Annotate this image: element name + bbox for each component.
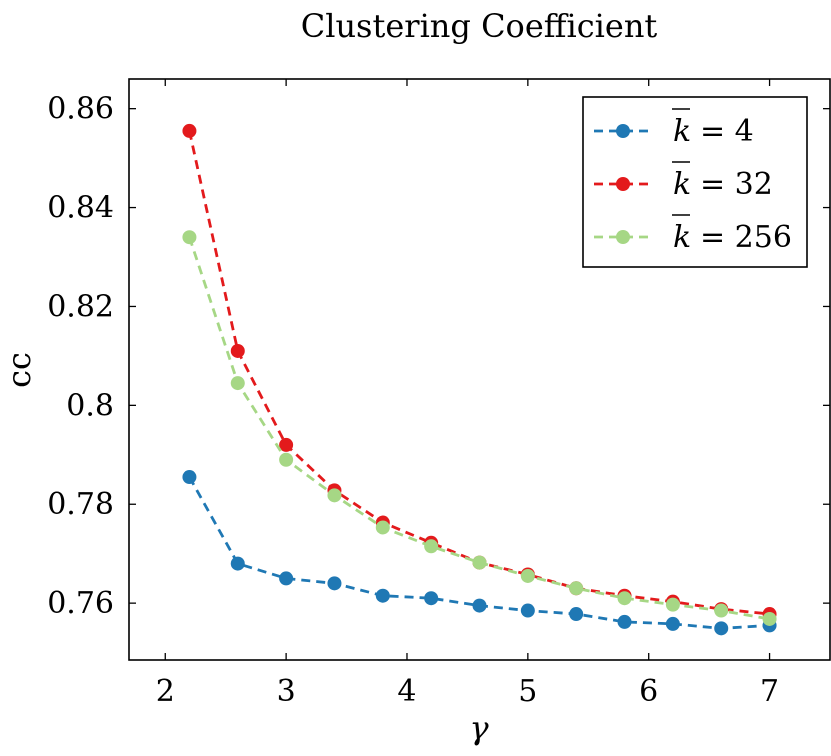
- data-point: [714, 603, 729, 618]
- data-point: [472, 598, 487, 613]
- data-point: [665, 597, 680, 612]
- data-point: [617, 591, 632, 606]
- data-point: [182, 230, 197, 245]
- y-tick-label: 0.78: [47, 487, 114, 522]
- legend-marker: [616, 177, 630, 191]
- legend-marker: [616, 230, 630, 244]
- data-point: [230, 556, 245, 571]
- legend-entry: k = 32: [594, 161, 773, 202]
- x-tick-label: 5: [518, 674, 537, 709]
- data-point: [327, 488, 342, 503]
- y-tick-label: 0.76: [47, 586, 114, 621]
- data-point: [520, 603, 535, 618]
- data-point: [569, 581, 584, 596]
- data-point: [230, 376, 245, 391]
- data-point: [424, 539, 439, 554]
- x-tick-label: 2: [156, 674, 175, 709]
- data-point: [569, 607, 584, 622]
- legend-entry: k = 4: [594, 108, 754, 149]
- data-point: [472, 555, 487, 570]
- data-point: [375, 520, 390, 535]
- legend-symbol: k: [673, 114, 691, 149]
- x-axis-label: γ: [469, 709, 489, 747]
- legend: k = 4 k = 32 k = 256: [582, 96, 808, 268]
- legend-symbol: k: [673, 220, 691, 255]
- data-point: [327, 576, 342, 591]
- data-point: [617, 614, 632, 629]
- x-tick-label: 3: [277, 674, 296, 709]
- chart-title: Clustering Coefficient: [301, 7, 658, 45]
- series-3: [182, 230, 777, 626]
- data-point: [375, 588, 390, 603]
- data-point: [520, 568, 535, 583]
- x-tick-label: 4: [397, 674, 416, 709]
- y-tick-label: 0.82: [47, 289, 114, 324]
- data-point: [279, 437, 294, 452]
- y-tick-label: 0.8: [66, 388, 114, 423]
- x-tick-label: 6: [639, 674, 658, 709]
- plot-layer: [182, 123, 777, 636]
- data-point: [762, 611, 777, 626]
- data-point: [230, 343, 245, 358]
- data-point: [714, 621, 729, 636]
- y-tick-label: 0.86: [47, 92, 114, 127]
- axis-ticks: 2 3 4 5 6 7 0.76 0.78 0.8 0.82 0.84 0.86: [47, 79, 830, 709]
- data-point: [665, 616, 680, 631]
- series-1: [182, 470, 777, 636]
- data-point: [279, 452, 294, 467]
- plot-frame: [128, 78, 831, 661]
- data-point: [182, 123, 197, 138]
- legend-entry: k = 256: [594, 214, 792, 255]
- legend-marker: [616, 124, 630, 138]
- x-tick-label: 7: [760, 674, 779, 709]
- data-point: [279, 571, 294, 586]
- y-axis-label: cc: [0, 352, 38, 388]
- data-point: [182, 470, 197, 485]
- legend-label: = 256: [700, 220, 792, 255]
- legend-label: = 4: [700, 114, 754, 149]
- legend-symbol: k: [673, 167, 691, 202]
- y-tick-label: 0.84: [47, 191, 114, 226]
- legend-label: = 32: [700, 167, 773, 202]
- data-point: [424, 591, 439, 606]
